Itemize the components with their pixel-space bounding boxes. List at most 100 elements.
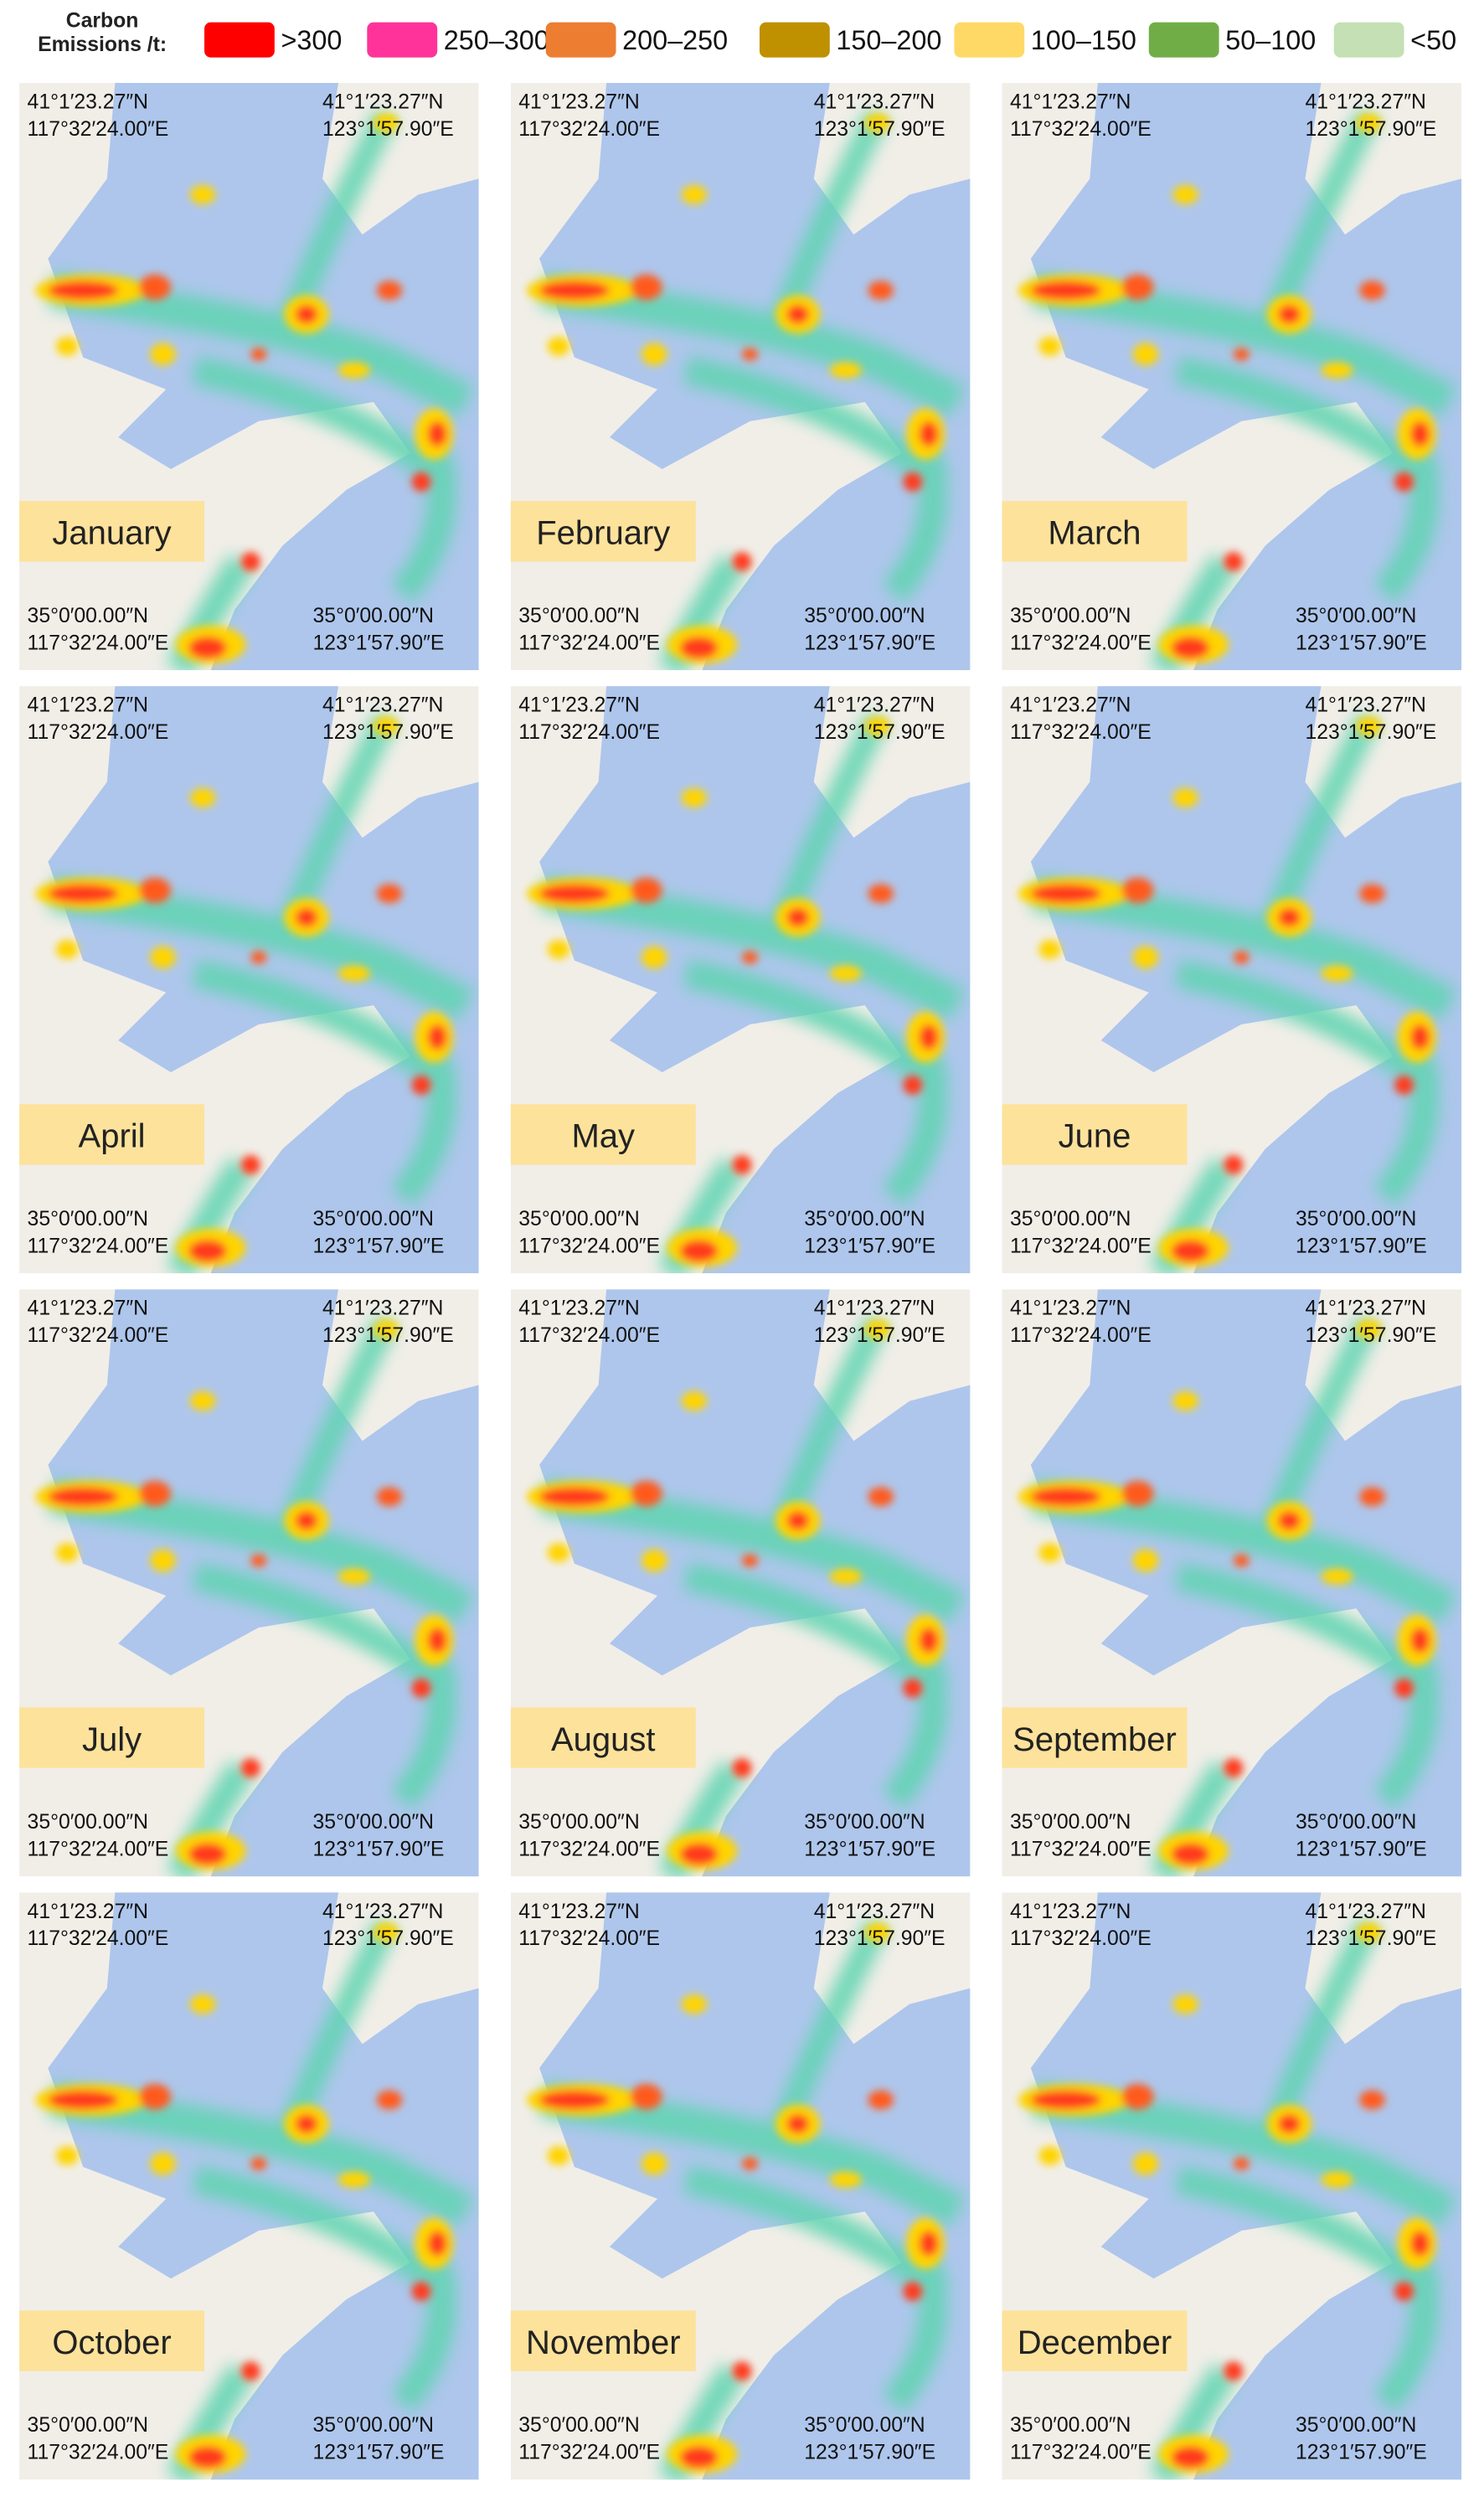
month-box xyxy=(19,501,205,562)
month-label: October xyxy=(52,2324,171,2361)
legend-label: 250–300 xyxy=(444,25,549,55)
heatmap xyxy=(511,686,971,1273)
coordinate-label: 41°1′23.27″N xyxy=(518,91,639,114)
coordinate-label: 41°1′23.27″N xyxy=(28,1901,148,1923)
legend-title: Emissions /t: xyxy=(38,34,167,56)
heatmap xyxy=(19,1289,479,1876)
coordinate-label: 41°1′23.27″N xyxy=(1305,1901,1425,1923)
coordinate-label: 123°1′57.90″E xyxy=(313,1838,445,1860)
coordinate-label: 117°32′24.00″E xyxy=(1010,632,1152,654)
coordinate-label: 117°32′24.00″E xyxy=(1010,118,1152,141)
coordinate-label: 123°1′57.90″E xyxy=(1305,118,1436,141)
coordinate-label: 117°32′24.00″E xyxy=(518,1235,660,1257)
month-box xyxy=(19,1104,205,1165)
map-panel: 41°1′23.27″N 117°32′24.00″E 41°1′23.27″N 12… xyxy=(510,1892,971,2479)
heatmap xyxy=(511,1289,971,1876)
coordinate-label: 117°32′24.00″E xyxy=(1010,1927,1152,1950)
heatmap xyxy=(1002,686,1462,1273)
legend-swatch xyxy=(1333,22,1404,58)
heatmap xyxy=(1002,1892,1462,2479)
coordinate-label: 41°1′23.27″N xyxy=(322,1297,443,1320)
coordinate-label: 35°0′00.00″N xyxy=(518,605,639,627)
coordinate-label: 117°32′24.00″E xyxy=(28,1235,169,1257)
heatmap xyxy=(1002,83,1462,670)
month-label: August xyxy=(551,1721,656,1758)
legend-swatch xyxy=(1148,22,1219,58)
legend-title: Carbon xyxy=(66,9,139,32)
coordinate-label: 41°1′23.27″N xyxy=(322,1901,443,1923)
legend-label: >300 xyxy=(281,25,342,55)
month-label: April xyxy=(79,1118,146,1155)
coordinate-label: 123°1′57.90″E xyxy=(804,1838,935,1860)
map-panel: 41°1′23.27″N 117°32′24.00″E 41°1′23.27″N 12… xyxy=(19,1892,479,2479)
month-label: January xyxy=(52,515,171,552)
coordinate-label: 41°1′23.27″N xyxy=(518,1297,639,1320)
coordinate-label: 123°1′57.90″E xyxy=(804,2442,935,2464)
heatmap xyxy=(511,83,971,670)
map-panel: 41°1′23.27″N 117°32′24.00″E 41°1′23.27″N 12… xyxy=(1002,83,1462,670)
month-label: February xyxy=(536,515,670,552)
coordinate-label: 117°32′24.00″E xyxy=(518,1838,660,1860)
coordinate-label: 123°1′57.90″E xyxy=(814,118,946,141)
coordinate-label: 117°32′24.00″E xyxy=(1010,1324,1152,1347)
legend: Carbon Emissions /t: >300 250–300 200–250 1… xyxy=(38,9,1456,58)
coordinate-label: 35°0′00.00″N xyxy=(1296,2414,1416,2437)
coordinate-label: 35°0′00.00″N xyxy=(28,605,148,627)
coordinate-label: 35°0′00.00″N xyxy=(28,1208,148,1230)
heatmap xyxy=(19,83,479,670)
coordinate-label: 117°32′24.00″E xyxy=(28,1838,169,1860)
coordinate-label: 123°1′57.90″E xyxy=(814,721,946,744)
coordinate-label: 35°0′00.00″N xyxy=(518,1208,639,1230)
coordinate-label: 123°1′57.90″E xyxy=(1296,2442,1427,2464)
coordinate-label: 41°1′23.27″N xyxy=(518,694,639,717)
month-box xyxy=(510,1707,696,1768)
month-box xyxy=(510,2310,696,2371)
map-panel: 41°1′23.27″N 117°32′24.00″E 41°1′23.27″N 12… xyxy=(19,686,479,1273)
month-label: June xyxy=(1059,1118,1131,1155)
month-box xyxy=(1002,501,1188,562)
coordinate-label: 35°0′00.00″N xyxy=(1010,605,1131,627)
coordinate-label: 123°1′57.90″E xyxy=(322,721,454,744)
coordinate-label: 41°1′23.27″N xyxy=(1305,1297,1425,1320)
coordinate-label: 123°1′57.90″E xyxy=(804,632,935,654)
map-panel: 41°1′23.27″N 117°32′24.00″E 41°1′23.27″N 12… xyxy=(510,83,971,670)
coordinate-label: 117°32′24.00″E xyxy=(1010,721,1152,744)
coordinate-label: 35°0′00.00″N xyxy=(1296,605,1416,627)
coordinate-label: 117°32′24.00″E xyxy=(1010,2442,1152,2464)
month-label: July xyxy=(82,1721,142,1758)
month-box xyxy=(510,501,696,562)
heatmap xyxy=(1002,1289,1462,1876)
month-box xyxy=(510,1104,696,1165)
map-panel: 41°1′23.27″N 117°32′24.00″E 41°1′23.27″N 12… xyxy=(19,83,479,670)
month-label: September xyxy=(1013,1721,1177,1758)
coordinate-label: 41°1′23.27″N xyxy=(1010,694,1131,717)
coordinate-label: 41°1′23.27″N xyxy=(814,1901,935,1923)
coordinate-label: 35°0′00.00″N xyxy=(518,1811,639,1834)
coordinate-label: 35°0′00.00″N xyxy=(1010,2414,1131,2437)
coordinate-label: 35°0′00.00″N xyxy=(313,1811,434,1834)
coordinate-label: 35°0′00.00″N xyxy=(28,2414,148,2437)
coordinate-label: 117°32′24.00″E xyxy=(518,2442,660,2464)
coordinate-label: 41°1′23.27″N xyxy=(814,91,935,114)
legend-label: 100–150 xyxy=(1031,25,1136,55)
coordinate-label: 41°1′23.27″N xyxy=(1010,1297,1131,1320)
coordinate-label: 41°1′23.27″N xyxy=(28,694,148,717)
map-panel: 41°1′23.27″N 117°32′24.00″E 41°1′23.27″N 12… xyxy=(19,1289,479,1876)
map-panel: 41°1′23.27″N 117°32′24.00″E 41°1′23.27″N 12… xyxy=(1002,686,1462,1273)
coordinate-label: 123°1′57.90″E xyxy=(322,118,454,141)
month-label: May xyxy=(571,1118,635,1155)
map-panel: 41°1′23.27″N 117°32′24.00″E 41°1′23.27″N 12… xyxy=(510,686,971,1273)
coordinate-label: 35°0′00.00″N xyxy=(804,2414,925,2437)
coordinate-label: 123°1′57.90″E xyxy=(1305,1324,1436,1347)
legend-swatch xyxy=(759,22,830,58)
coordinate-label: 117°32′24.00″E xyxy=(28,2442,169,2464)
coordinate-label: 41°1′23.27″N xyxy=(322,694,443,717)
coordinate-label: 123°1′57.90″E xyxy=(1296,632,1427,654)
legend-label: 150–200 xyxy=(836,25,941,55)
coordinate-label: 117°32′24.00″E xyxy=(518,721,660,744)
heatmap xyxy=(19,686,479,1273)
legend-label: 50–100 xyxy=(1225,25,1316,55)
coordinate-label: 41°1′23.27″N xyxy=(1305,694,1425,717)
coordinate-label: 117°32′24.00″E xyxy=(28,632,169,654)
